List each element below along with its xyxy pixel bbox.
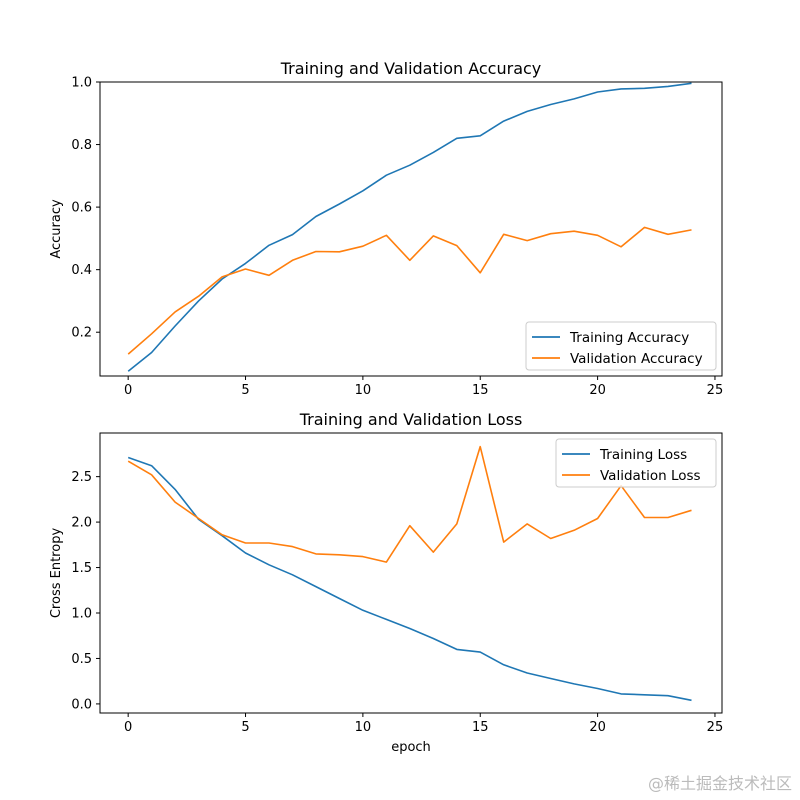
y-tick-label: 1.0 [71,607,92,622]
x-tick-label: 15 [472,383,489,398]
legend: Training Accuracy Validation Accuracy [525,321,717,371]
watermark: @稀土掘金技术社区 [647,774,792,793]
plot-frame [99,432,723,714]
legend-box [525,321,717,371]
x-tick-label: 20 [589,383,606,398]
series-line-validation-accuracy [127,226,692,355]
series-line-validation-loss [127,445,692,563]
legend-label: Validation Accuracy [570,351,703,367]
legend-label: Training Loss [599,447,687,463]
y-tick-label: 0.8 [71,138,92,153]
chart-title: Training and Validation Accuracy [280,59,542,78]
y-tick-label: 2.5 [71,470,92,485]
x-axis-label: epoch [391,740,431,755]
y-tick-label: 2.0 [71,516,92,531]
y-tick-label: 0.6 [71,201,92,216]
plot-frame [99,81,723,377]
subplot-accuracy: 0 5 10 15 20 25 0.2 0.4 0.6 0.8 1.0 Training and Va… [49,59,723,398]
x-tick-label: 25 [707,383,724,398]
x-tick-label: 25 [707,720,724,735]
x-tick-label: 10 [355,720,372,735]
x-tick-label: 20 [589,720,606,735]
subplot-loss: 0 5 10 15 20 25 0.0 0.5 1.0 1.5 2.0 2.5 Training and… [49,410,723,755]
chart-title: Training and Validation Loss [299,410,523,429]
legend-label: Training Accuracy [569,330,689,346]
y-tick-label: 0.0 [71,697,92,712]
y-tick-label: 0.2 [71,326,92,341]
x-tick-label: 5 [241,383,249,398]
legend: Training Loss Validation Loss [555,438,717,488]
y-tick-label: 1.0 [71,76,92,91]
x-tick-label: 10 [355,383,372,398]
x-tick-label: 15 [472,720,489,735]
x-tick-label: 0 [124,383,132,398]
y-axis-label: Cross Entropy [49,528,64,619]
legend-box [555,438,717,488]
y-axis-label: Accuracy [49,199,64,259]
x-tick-label: 5 [241,720,249,735]
series-line-training-loss [127,456,692,702]
legend-label: Validation Loss [600,468,701,484]
x-tick-label: 0 [124,720,132,735]
y-tick-label: 1.5 [71,561,92,576]
y-tick-label: 0.4 [71,263,92,278]
y-tick-label: 0.5 [71,652,92,667]
